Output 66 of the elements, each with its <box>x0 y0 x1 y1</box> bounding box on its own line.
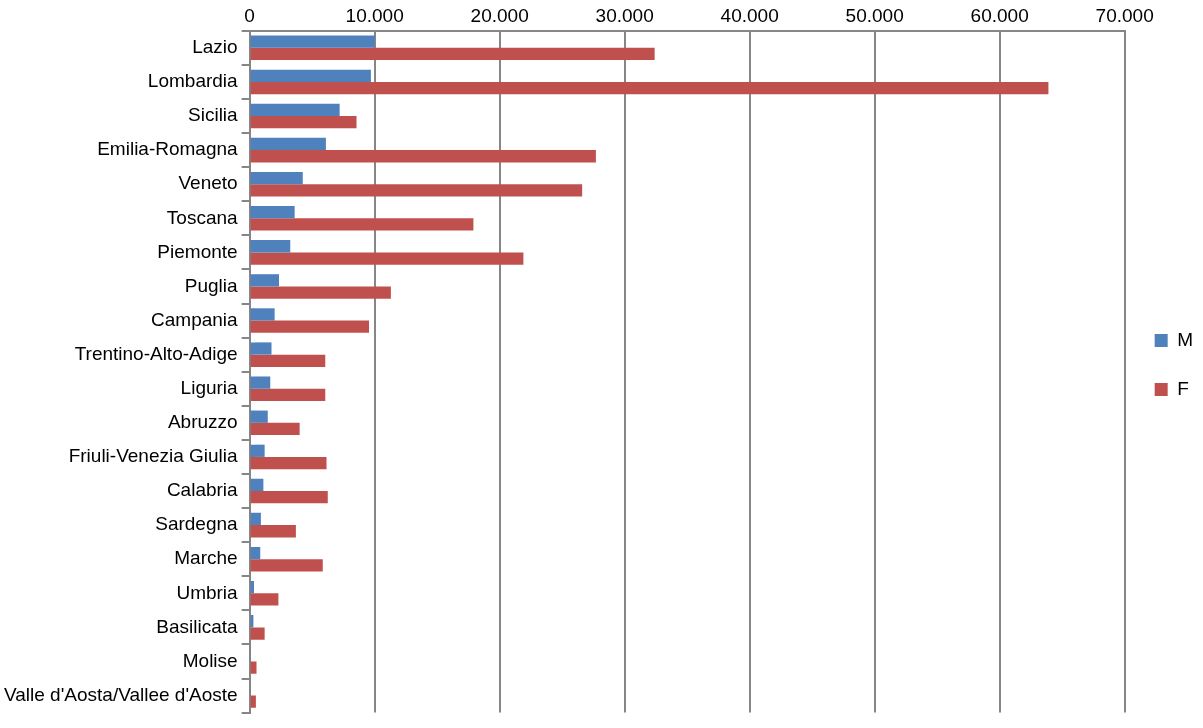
bar <box>250 512 261 526</box>
bar <box>250 342 272 355</box>
bar <box>250 274 280 287</box>
y-tick-label: Valle d'Aosta/Vallee d'Aoste <box>4 683 238 705</box>
bar <box>250 150 596 163</box>
bar <box>250 137 326 151</box>
y-tick-label: Lombardia <box>147 70 239 92</box>
bar <box>250 559 323 572</box>
bar <box>250 252 524 265</box>
bar <box>250 184 583 197</box>
x-tick-label: 10.000 <box>345 4 404 26</box>
legend-label: M <box>1177 328 1193 350</box>
y-tick-label: Umbria <box>176 581 239 603</box>
bar <box>250 546 261 560</box>
y-tick-label: Calabria <box>166 479 239 501</box>
bar <box>250 388 326 402</box>
y-tick-label: Sicilia <box>188 104 239 126</box>
bar <box>250 103 340 117</box>
bar <box>250 171 303 185</box>
y-tick-label: Veneto <box>178 172 238 194</box>
y-tick-label: Abruzzo <box>167 411 238 433</box>
y-tick-label: Friuli-Venezia Giulia <box>68 445 239 467</box>
x-tick-label: 40.000 <box>720 4 779 26</box>
bar <box>250 593 279 606</box>
bar <box>250 695 256 708</box>
y-tick-label: Emilia-Romagna <box>97 138 239 160</box>
bar <box>250 218 474 231</box>
bar <box>250 525 296 538</box>
y-tick-label: Piemonte <box>157 240 238 262</box>
x-tick-label: 50.000 <box>845 4 904 26</box>
bar <box>250 35 375 48</box>
x-tick-label: 30.000 <box>595 4 654 26</box>
y-tick-label: Puglia <box>184 274 239 296</box>
x-tick-label: 70.000 <box>1095 4 1154 26</box>
y-tick-label: Campania <box>151 308 239 330</box>
bar <box>250 69 371 82</box>
bar <box>250 81 1049 95</box>
bar <box>250 410 268 423</box>
y-tick-label: Sardegna <box>155 513 239 535</box>
y-tick-label: Lazio <box>192 36 238 58</box>
bar <box>250 320 370 333</box>
bar <box>250 627 265 640</box>
bar <box>250 376 271 389</box>
bar <box>250 478 264 492</box>
bar <box>250 661 257 674</box>
bar <box>250 456 327 470</box>
y-tick-label: Marche <box>174 547 238 569</box>
bar <box>250 116 357 129</box>
bar <box>250 286 391 299</box>
bar <box>250 240 291 253</box>
bar <box>250 354 326 367</box>
bar <box>250 206 295 219</box>
y-tick-label: Basilicata <box>156 615 239 637</box>
bar <box>250 491 328 504</box>
legend-label: F <box>1177 377 1189 399</box>
bar <box>250 422 300 436</box>
y-tick-label: Molise <box>182 649 238 671</box>
y-tick-label: Liguria <box>180 376 239 398</box>
bar <box>250 308 275 321</box>
x-tick-label: 60.000 <box>970 4 1029 26</box>
bar <box>250 47 655 61</box>
y-tick-label: Toscana <box>166 206 239 228</box>
x-tick-label: 0 <box>244 4 255 26</box>
bar <box>250 444 265 457</box>
x-tick-label: 20.000 <box>470 4 529 26</box>
y-tick-label: Trentino-Alto-Adige <box>74 342 238 364</box>
